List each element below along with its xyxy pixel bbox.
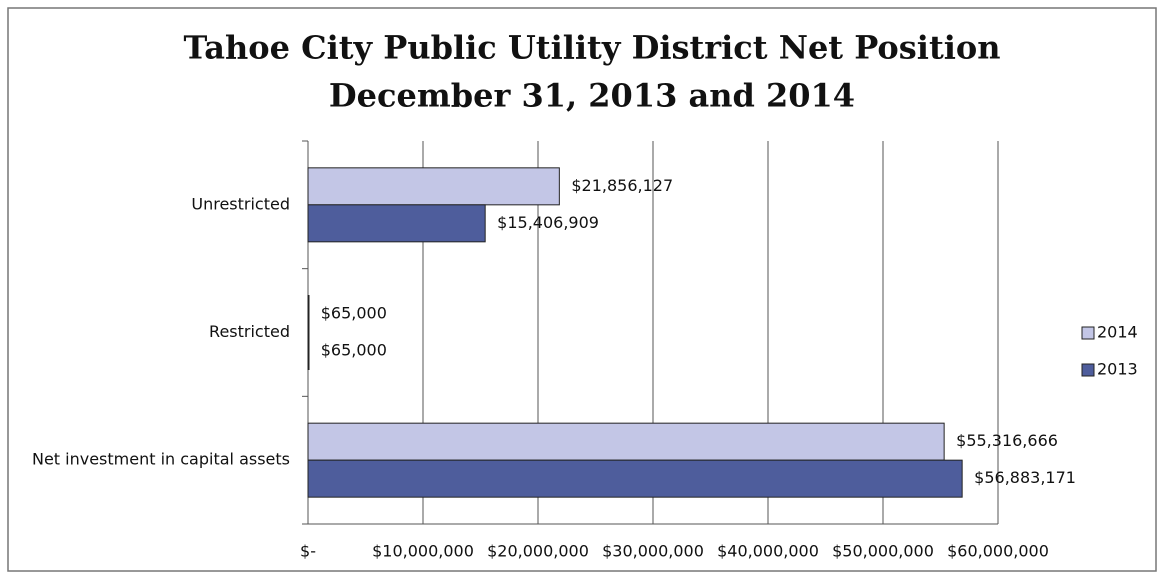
value-label: $65,000 — [321, 304, 387, 323]
legend-swatch — [1081, 326, 1095, 340]
x-tick-label: $40,000,000 — [717, 542, 819, 561]
value-label: $15,406,909 — [497, 213, 599, 232]
x-tick-label: $50,000,000 — [832, 542, 934, 561]
y-tick-label: Restricted — [209, 322, 290, 341]
legend-swatch — [1081, 363, 1095, 377]
y-tick-label: Net investment in capital assets — [32, 450, 290, 469]
legend-label: 2013 — [1097, 360, 1138, 379]
x-tick-label: $60,000,000 — [947, 542, 1049, 561]
bar — [307, 459, 963, 498]
bar — [307, 422, 945, 461]
bar — [307, 332, 310, 370]
x-tick-label: $30,000,000 — [602, 542, 704, 561]
bar — [307, 295, 310, 333]
x-tick-label: $20,000,000 — [487, 542, 589, 561]
value-label: $21,856,127 — [571, 176, 673, 195]
value-label: $56,883,171 — [974, 468, 1076, 487]
value-label: $65,000 — [321, 341, 387, 360]
x-tick-label: $- — [300, 542, 316, 561]
y-tick-label: Unrestricted — [191, 194, 290, 213]
bar — [307, 167, 560, 206]
chart-subtitle: December 31, 2013 and 2014 — [329, 77, 855, 115]
chart-title: Tahoe City Public Utility District Net P… — [184, 29, 1001, 67]
legend-label: 2014 — [1097, 323, 1138, 342]
value-label: $55,316,666 — [956, 431, 1058, 450]
bar — [307, 204, 486, 243]
x-tick-label: $10,000,000 — [372, 542, 474, 561]
